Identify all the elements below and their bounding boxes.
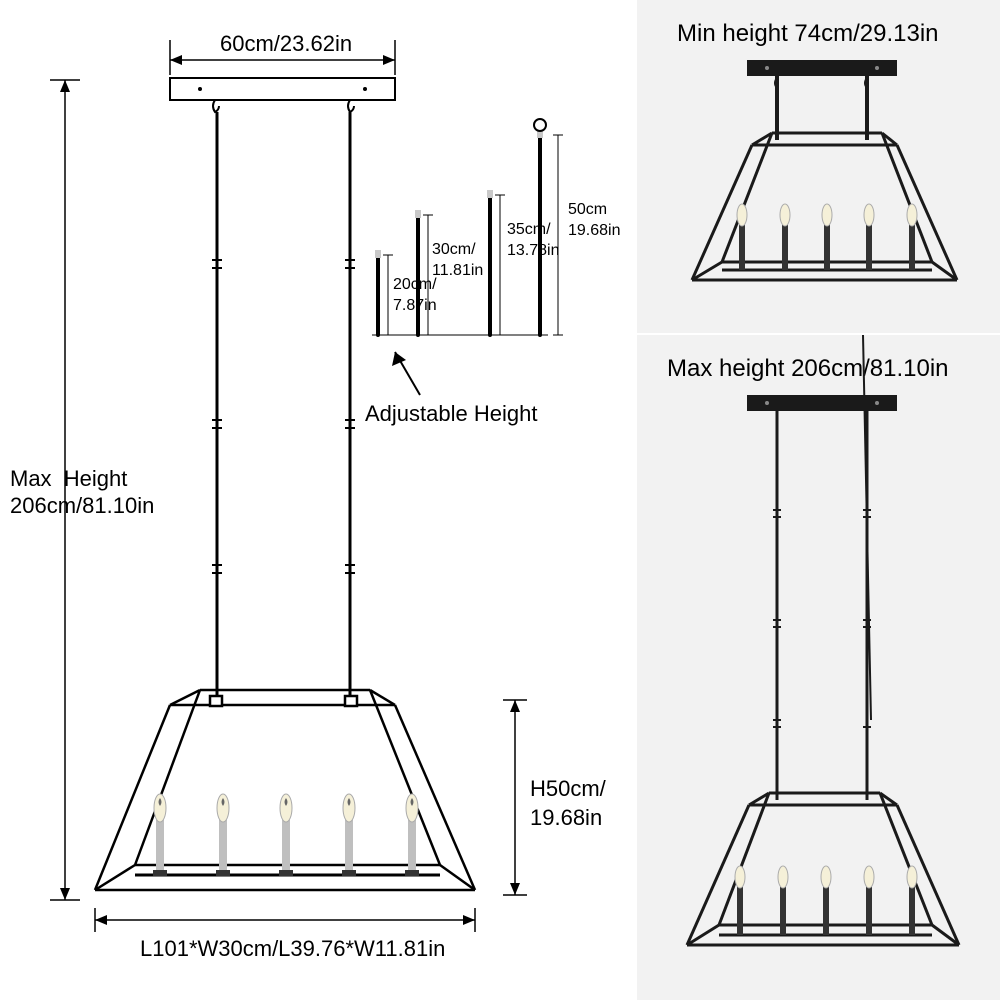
main-diagram-panel: 60cm/23.62in Max Height 206cm/81.10in 20… [0, 0, 635, 1000]
min-height-panel: Min height 74cm/29.13in [635, 0, 1000, 335]
max-height-svg [637, 335, 1000, 1000]
main-diagram-svg [0, 0, 635, 1000]
max-height-panel: Max height 206cm/81.10in [635, 335, 1000, 1000]
min-height-svg [637, 0, 1000, 335]
